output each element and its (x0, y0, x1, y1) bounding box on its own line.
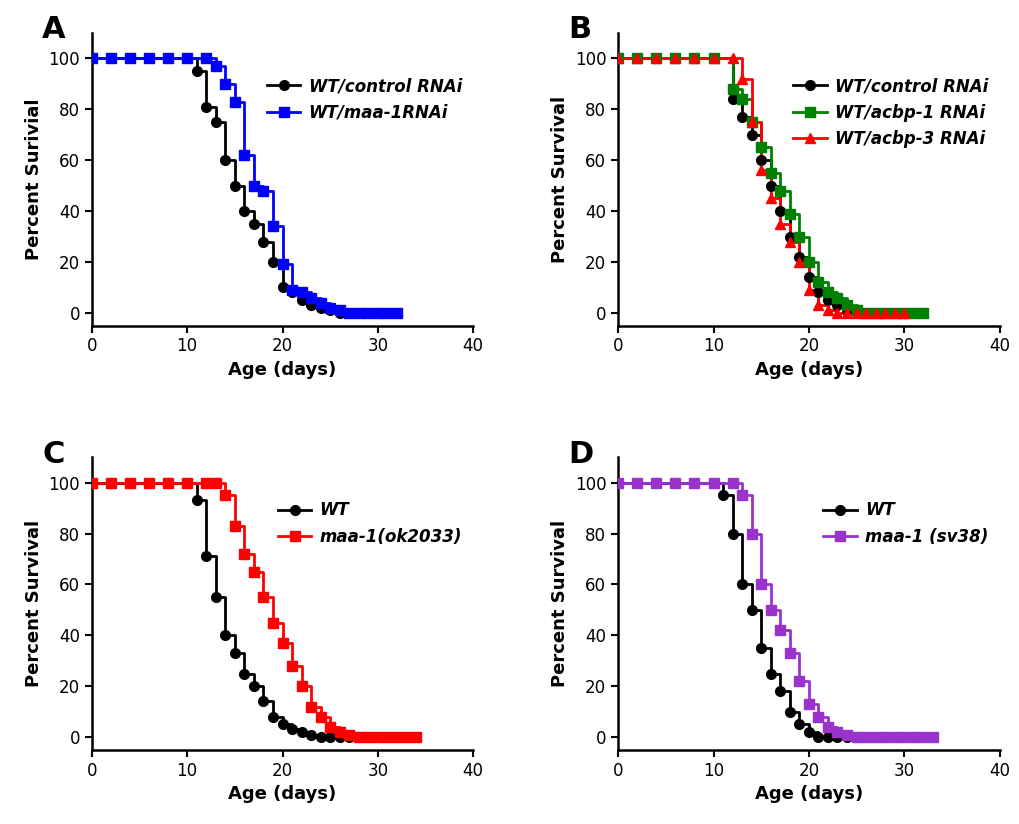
Legend: WT, maa-1 (sv38): WT, maa-1 (sv38) (816, 495, 995, 553)
Text: C: C (42, 440, 64, 469)
Y-axis label: Percent Surivial: Percent Surivial (24, 99, 43, 260)
Legend: WT, maa-1(ok2033): WT, maa-1(ok2033) (271, 495, 469, 553)
X-axis label: Age (days): Age (days) (228, 361, 336, 379)
X-axis label: Age (days): Age (days) (754, 785, 862, 803)
Text: B: B (568, 16, 591, 44)
Text: D: D (568, 440, 593, 469)
Legend: WT/control RNAi, WT/maa-1RNAi: WT/control RNAi, WT/maa-1RNAi (260, 71, 469, 129)
X-axis label: Age (days): Age (days) (228, 785, 336, 803)
Y-axis label: Percent Survival: Percent Survival (24, 520, 43, 687)
X-axis label: Age (days): Age (days) (754, 361, 862, 379)
Y-axis label: Percent Survival: Percent Survival (550, 520, 569, 687)
Text: A: A (42, 16, 66, 44)
Legend: WT/control RNAi, WT/acbp-1 RNAi, WT/acbp-3 RNAi: WT/control RNAi, WT/acbp-1 RNAi, WT/acbp… (786, 71, 995, 155)
Y-axis label: Percent Survival: Percent Survival (550, 96, 569, 263)
